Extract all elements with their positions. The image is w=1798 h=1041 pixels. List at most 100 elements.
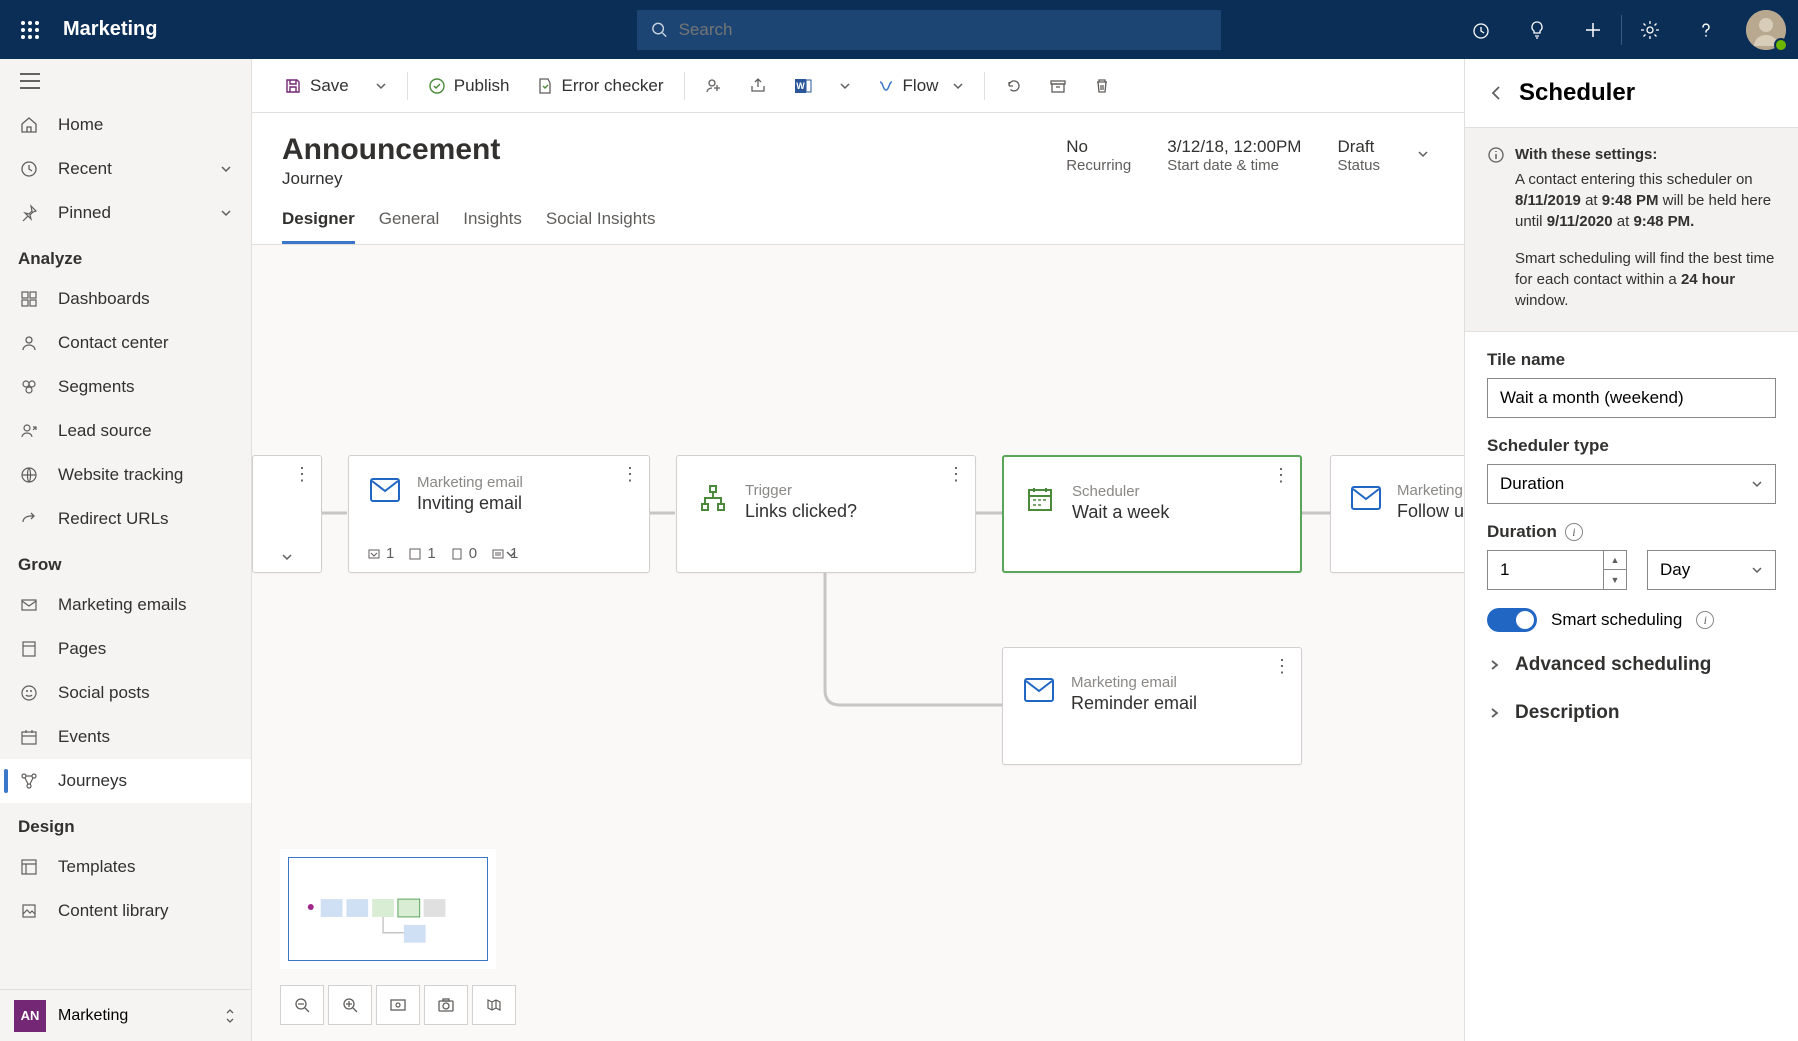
fit-button[interactable]: [376, 985, 420, 1025]
nav-content-library[interactable]: Content library: [0, 889, 251, 933]
nav-redirect-urls[interactable]: Redirect URLs: [0, 497, 251, 541]
word-dropdown[interactable]: [829, 67, 861, 105]
search-input[interactable]: [679, 20, 1208, 40]
tile-scheduler[interactable]: ⋮ Scheduler Wait a week: [1002, 455, 1302, 573]
scheduler-type-label: Scheduler type: [1487, 436, 1776, 456]
mail-icon: [20, 596, 44, 614]
flow-button[interactable]: Flow: [867, 67, 975, 105]
duration-spinner[interactable]: ▲▼: [1487, 550, 1627, 590]
mail-icon: [369, 474, 401, 506]
tile-reminder[interactable]: ⋮ Marketing email Reminder email: [1002, 647, 1302, 765]
nav-lead-source[interactable]: Lead source: [0, 409, 251, 453]
app-launcher-button[interactable]: [0, 20, 59, 40]
word-button[interactable]: W: [783, 67, 823, 105]
search-box[interactable]: [637, 10, 1221, 50]
scheduler-type-select[interactable]: Duration: [1487, 464, 1776, 504]
error-checker-button[interactable]: Error checker: [526, 67, 674, 105]
add-icon[interactable]: [1565, 0, 1621, 59]
refresh-button[interactable]: [995, 67, 1033, 105]
nav-home[interactable]: Home: [0, 103, 251, 147]
nav-events[interactable]: Events: [0, 715, 251, 759]
chevron-down-icon[interactable]: [504, 547, 518, 561]
publish-button[interactable]: Publish: [418, 67, 520, 105]
publish-icon: [428, 77, 446, 95]
advanced-expander[interactable]: Advanced scheduling: [1487, 650, 1776, 680]
tile-title: Inviting email: [417, 493, 523, 514]
archive-button[interactable]: [1039, 67, 1077, 105]
nav-pages[interactable]: Pages: [0, 627, 251, 671]
nav-marketing-emails[interactable]: Marketing emails: [0, 583, 251, 627]
nav-journeys[interactable]: Journeys: [0, 759, 251, 803]
separator: [984, 72, 985, 100]
mail-icon: [1351, 482, 1381, 514]
timer-icon[interactable]: [1453, 0, 1509, 59]
sidebar: Home Recent Pinned Analyze Dashboards Co…: [0, 59, 252, 1041]
smart-scheduling-toggle[interactable]: [1487, 608, 1537, 632]
trigger-icon: [697, 482, 729, 514]
header-meta: NoRecurring 3/12/18, 12:00PMStart date &…: [1066, 133, 1434, 174]
stat-icon: [450, 547, 464, 561]
tile-name-input[interactable]: [1487, 378, 1776, 418]
delete-button[interactable]: [1083, 67, 1121, 105]
tile-followup[interactable]: Marketing email Follow up: [1330, 455, 1464, 573]
tile-inviting-email[interactable]: ⋮ Marketing email Inviting email 1 1 0 1: [348, 455, 650, 573]
tile-menu[interactable]: ⋮: [293, 464, 311, 485]
info-icon[interactable]: i: [1565, 523, 1583, 541]
stat-icon: [491, 547, 505, 561]
area-switcher[interactable]: AN Marketing: [0, 989, 251, 1041]
tile-title: Wait a week: [1072, 502, 1169, 523]
meta-start: 3/12/18, 12:00PMStart date & time: [1167, 137, 1301, 174]
tab-insights[interactable]: Insights: [463, 209, 522, 244]
nav-contact-center[interactable]: Contact center: [0, 321, 251, 365]
tab-general[interactable]: General: [379, 209, 439, 244]
save-button[interactable]: Save: [274, 67, 359, 105]
nav-label: Recent: [58, 159, 112, 179]
description-expander[interactable]: Description: [1487, 698, 1776, 728]
nav-recent[interactable]: Recent: [0, 147, 251, 191]
chevron-right-icon: [1487, 658, 1501, 672]
nav-segments[interactable]: Segments: [0, 365, 251, 409]
info-icon: [1487, 146, 1505, 164]
back-button[interactable]: [1487, 84, 1505, 102]
nav-pinned[interactable]: Pinned: [0, 191, 251, 235]
map-button[interactable]: [472, 985, 516, 1025]
tile-menu[interactable]: ⋮: [947, 464, 965, 485]
assign-button[interactable]: [695, 67, 733, 105]
settings-icon[interactable]: [1622, 0, 1678, 59]
nav-social-posts[interactable]: Social posts: [0, 671, 251, 715]
zoom-in-button[interactable]: [328, 985, 372, 1025]
lightbulb-icon[interactable]: [1509, 0, 1565, 59]
duration-label: Durationi: [1487, 522, 1776, 542]
help-icon[interactable]: [1678, 0, 1734, 59]
nav-label: Home: [58, 115, 103, 135]
duration-unit-select[interactable]: Day: [1647, 550, 1776, 590]
chevron-down-icon[interactable]: [280, 550, 294, 564]
hamburger-button[interactable]: [0, 59, 251, 103]
minimap[interactable]: [280, 849, 496, 969]
nav-label: Dashboards: [58, 289, 150, 309]
nav-templates[interactable]: Templates: [0, 845, 251, 889]
nav-dashboards[interactable]: Dashboards: [0, 277, 251, 321]
nav-website-tracking[interactable]: Website tracking: [0, 453, 251, 497]
tile-partial-left[interactable]: ⋮: [252, 455, 322, 573]
info-icon[interactable]: i: [1696, 611, 1714, 629]
header-expand[interactable]: [1416, 137, 1434, 161]
tab-designer[interactable]: Designer: [282, 209, 355, 244]
search-wrap: [637, 10, 1221, 50]
zoom-out-button[interactable]: [280, 985, 324, 1025]
designer-canvas[interactable]: ⋮ ⋮ Marketing email Inviting email 1 1 0: [252, 245, 1464, 1041]
lead-icon: [20, 422, 44, 440]
share-button[interactable]: [739, 67, 777, 105]
tab-social-insights[interactable]: Social Insights: [546, 209, 656, 244]
tile-menu[interactable]: ⋮: [1272, 465, 1290, 486]
spin-up[interactable]: ▲: [1604, 551, 1626, 570]
snapshot-button[interactable]: [424, 985, 468, 1025]
spin-down[interactable]: ▼: [1604, 570, 1626, 589]
user-avatar[interactable]: [1746, 10, 1786, 50]
duration-input[interactable]: [1488, 560, 1603, 580]
tile-title: Links clicked?: [745, 501, 857, 522]
save-dropdown[interactable]: [365, 67, 397, 105]
tile-menu[interactable]: ⋮: [1273, 656, 1291, 677]
tile-trigger[interactable]: ⋮ Trigger Links clicked?: [676, 455, 976, 573]
tile-menu[interactable]: ⋮: [621, 464, 639, 485]
